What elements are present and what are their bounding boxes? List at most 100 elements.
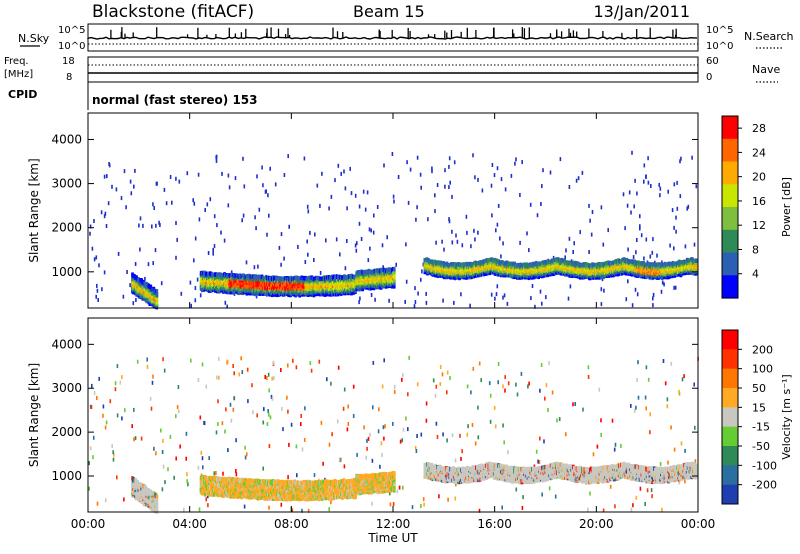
power-colorbar-segment (722, 161, 738, 185)
velocity-echo-point (291, 508, 294, 513)
velocity-echo-point (379, 464, 381, 469)
power-echo-point (144, 276, 146, 281)
power-echo-point (158, 220, 160, 225)
velocity-echo-point (133, 407, 135, 412)
power-colorbar-tick-label: 20 (752, 171, 766, 184)
power-echo-point (366, 190, 369, 195)
power-echo-point (656, 253, 658, 258)
velocity-echo-point (461, 449, 463, 454)
velocity-echo-point (441, 372, 444, 377)
power-echo-point (674, 285, 677, 290)
power-echo-point (549, 170, 552, 175)
cpid-label: CPID (8, 88, 37, 101)
nave-tick-bottom: 0 (706, 72, 712, 83)
velocity-echo-point (558, 417, 561, 422)
power-ytick-label: 2000 (51, 221, 82, 235)
power-echo-point (675, 229, 677, 234)
velocity-echo-point (477, 405, 479, 410)
power-echo-point (448, 217, 450, 222)
velocity-echo-point (545, 383, 548, 388)
power-echo-point (376, 205, 379, 209)
power-echo-cell (155, 304, 159, 309)
power-echo-point (209, 197, 212, 202)
power-echo-point (89, 224, 92, 229)
velocity-echo-point (336, 419, 339, 424)
power-echo-point (669, 243, 671, 248)
power-echo-point (190, 303, 192, 308)
power-echo-point (545, 295, 547, 300)
power-echo-point (220, 230, 222, 235)
power-echo-point (212, 251, 214, 256)
velocity-echo-point (478, 361, 481, 366)
velocity-echo-point (116, 475, 118, 480)
velocity-echo-point (466, 432, 469, 437)
nsearch-label: N.Search (744, 30, 794, 43)
velocity-echo-point (111, 444, 113, 448)
velocity-echo-point (183, 507, 185, 512)
power-echo-point (572, 250, 574, 254)
velocity-echo-point (205, 497, 207, 502)
velocity-echo-point (114, 381, 117, 386)
velocity-scatter-layer (88, 355, 699, 513)
power-echo-point (139, 247, 141, 252)
power-echo-point (622, 192, 625, 197)
velocity-echo-point (176, 405, 179, 409)
velocity-echo-point (522, 495, 524, 500)
power-echo-point (649, 254, 652, 259)
velocity-echo-point (539, 436, 541, 441)
power-echo-point (386, 235, 388, 240)
velocity-echo-point (201, 456, 204, 461)
velocity-echo-point (449, 376, 451, 380)
power-echo-region (131, 257, 698, 310)
power-echo-point (453, 300, 455, 305)
power-echo-point (258, 207, 261, 212)
power-echo-point (536, 213, 539, 218)
velocity-echo-point (393, 384, 396, 389)
power-echo-point (159, 223, 161, 227)
velocity-echo-point (146, 357, 148, 362)
power-echo-point (359, 296, 361, 301)
power-echo-point (103, 214, 106, 219)
velocity-echo-point (246, 367, 249, 372)
power-echo-point (455, 233, 457, 238)
velocity-echo-point (288, 442, 290, 447)
power-echo-point (138, 223, 140, 228)
velocity-echo-point (651, 494, 653, 499)
velocity-echo-point (133, 437, 135, 442)
power-colorbar-segment (722, 184, 738, 208)
power-echo-point (122, 294, 125, 299)
velocity-echo-point (592, 452, 595, 457)
velocity-echo-point (470, 390, 472, 395)
velocity-echo-point (330, 381, 332, 386)
power-echo-point (97, 298, 99, 302)
power-echo-point (477, 177, 479, 182)
velocity-echo-point (197, 465, 200, 470)
velocity-echo-point (636, 378, 638, 383)
power-echo-point (212, 247, 214, 252)
power-echo-point (673, 246, 675, 251)
velocity-echo-point (693, 382, 695, 387)
power-echo-point (346, 206, 348, 211)
power-echo-point (643, 163, 646, 168)
nsky-tick-top: 10^5 (58, 25, 85, 36)
power-echo-point (266, 232, 268, 237)
power-echo-point (142, 223, 144, 228)
power-echo-point (673, 182, 676, 187)
power-ytick-label: 1000 (51, 265, 82, 279)
power-echo-point (466, 230, 468, 235)
power-echo-cell (155, 299, 159, 305)
velocity-echo-point (339, 457, 342, 462)
power-echo-point (155, 223, 157, 228)
power-echo-point (358, 221, 361, 226)
velocity-echo-point (662, 359, 665, 363)
power-echo-point (421, 269, 423, 274)
velocity-echo-point (96, 396, 98, 400)
velocity-echo-point (587, 507, 589, 512)
velocity-echo-point (543, 439, 545, 444)
velocity-echo-point (383, 358, 385, 363)
power-echo-point (106, 174, 108, 179)
power-echo-point (660, 289, 663, 294)
power-echo-point (539, 289, 542, 294)
velocity-echo-point (389, 491, 391, 496)
